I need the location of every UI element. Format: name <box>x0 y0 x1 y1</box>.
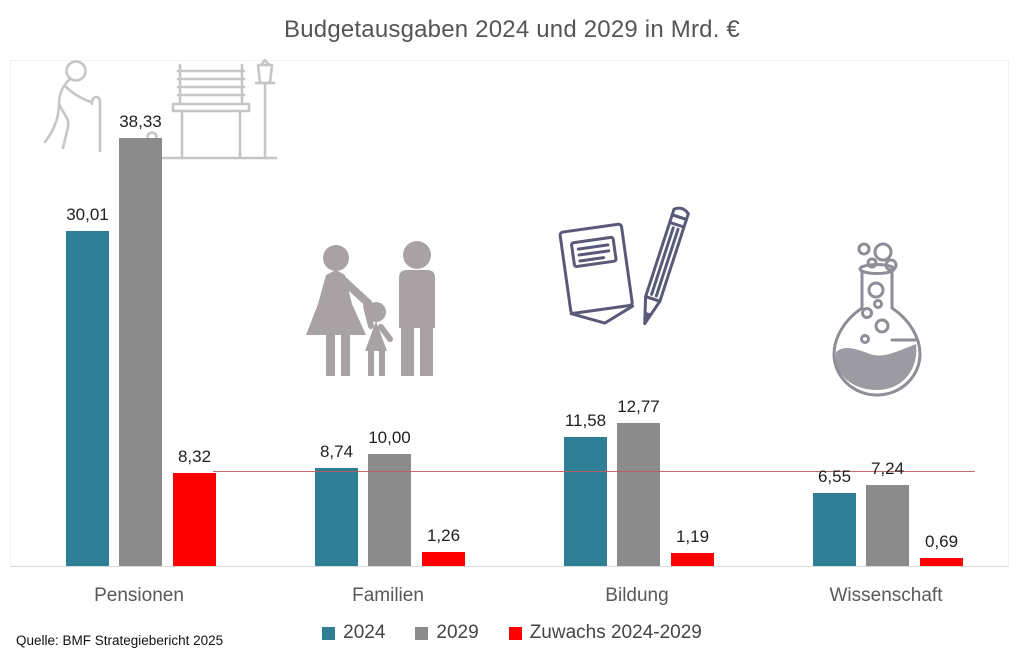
bar-pensionen-2024 <box>66 231 109 566</box>
value-label-wissenschaft-zuwachs: 0,69 <box>924 532 959 551</box>
bar-familien-2029 <box>368 454 411 566</box>
value-label-familien-2029: 10,00 <box>368 428 411 447</box>
value-label-bildung-2029: 12,77 <box>617 397 660 416</box>
flask-outline <box>832 269 922 397</box>
legend-item-zuwachs: Zuwachs 2024-2029 <box>508 622 702 644</box>
family-icon <box>306 241 435 376</box>
value-label-pensionen-2024: 30,01 <box>66 205 109 224</box>
pensioner-icon <box>43 60 102 153</box>
legend-swatch-zuwachs <box>508 626 522 640</box>
street-lamp-icon <box>254 58 276 160</box>
park-bench-icon <box>171 63 251 160</box>
value-label-bildung-zuwachs: 1,19 <box>675 527 710 546</box>
bar-bildung-2029 <box>617 423 660 566</box>
value-label-familien-2024: 8,74 <box>319 442 354 461</box>
legend-label-2024: 2024 <box>343 622 386 643</box>
bar-pensionen-2029 <box>119 138 162 566</box>
father-silhouette <box>399 241 435 376</box>
legend: 2024 2029 Zuwachs 2024-2029 <box>0 622 1024 644</box>
legend-item-2029: 2029 <box>415 622 479 644</box>
bar-bildung-zuwachs <box>671 553 714 566</box>
science-flask-icon <box>832 242 922 397</box>
mother-silhouette <box>306 245 372 376</box>
bar-bildung-2024 <box>564 437 607 566</box>
category-label-bildung: Bildung <box>605 585 669 606</box>
notebook-pencil-icon <box>558 206 690 326</box>
value-label-wissenschaft-2029: 7,24 <box>870 459 905 478</box>
legend-label-2029: 2029 <box>436 622 479 643</box>
child-silhouette <box>363 302 393 376</box>
value-label-pensionen-2029: 38,33 <box>119 112 162 131</box>
category-label-wissenschaft: Wissenschaft <box>829 585 943 606</box>
bar-familien-2024 <box>315 468 358 566</box>
category-label-pensionen: Pensionen <box>94 585 184 606</box>
bar-familien-zuwachs <box>422 552 465 566</box>
notebook-icon <box>558 222 635 325</box>
flask-liquid <box>835 344 917 390</box>
chart-title: Budgetausgaben 2024 und 2029 in Mrd. € <box>284 16 740 43</box>
pencil-icon <box>643 206 690 326</box>
bar-wissenschaft-2029 <box>866 485 909 566</box>
value-label-bildung-2024: 11,58 <box>564 411 607 430</box>
bar-wissenschaft-2024 <box>813 493 856 566</box>
pensioner-bench-lamp-icon <box>43 58 278 160</box>
category-label-familien: Familien <box>352 585 424 606</box>
value-label-pensionen-zuwachs: 8,32 <box>177 447 212 466</box>
value-label-wissenschaft-2024: 6,55 <box>817 467 852 486</box>
reference-line <box>213 471 975 472</box>
legend-item-2024: 2024 <box>322 622 385 644</box>
source-note: Quelle: BMF Strategiebericht 2025 <box>16 633 224 648</box>
value-label-familien-zuwachs: 1,26 <box>426 526 461 545</box>
legend-swatch-2029 <box>415 626 429 640</box>
legend-label-zuwachs: Zuwachs 2024-2029 <box>529 622 702 643</box>
bar-wissenschaft-zuwachs <box>920 558 963 566</box>
legend-swatch-2024 <box>322 626 336 640</box>
bar-pensionen-zuwachs <box>173 473 216 566</box>
plot-area: 30,01 38,33 8,32 8,74 10,00 1,26 11,58 12,77 1,1… <box>10 60 1009 567</box>
